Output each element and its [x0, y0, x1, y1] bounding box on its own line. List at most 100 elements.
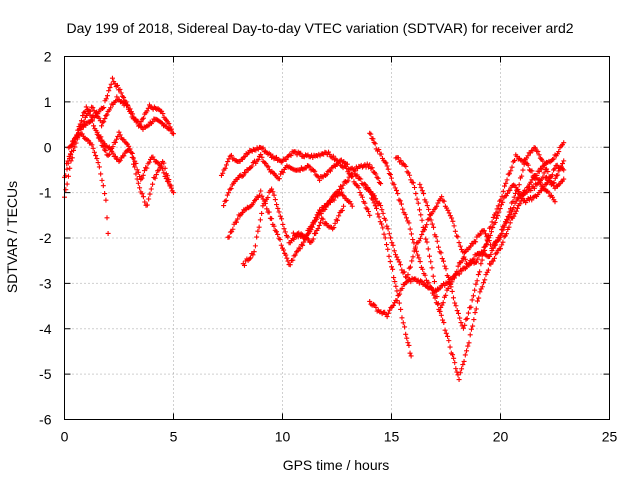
data-point [297, 246, 303, 252]
data-point [117, 132, 123, 138]
data-point [254, 234, 260, 240]
data-point [488, 261, 494, 267]
data-point [441, 198, 447, 204]
data-point [552, 175, 558, 181]
data-point [482, 247, 488, 253]
data-point [541, 170, 547, 176]
data-point [390, 242, 396, 248]
data-point [94, 129, 100, 135]
x-tick-label: 20 [493, 429, 509, 445]
data-point [114, 94, 120, 100]
data-point [451, 355, 457, 361]
data-point [505, 213, 511, 219]
data-point [171, 131, 176, 137]
data-point [283, 157, 289, 163]
data-point [345, 178, 351, 184]
data-point [504, 177, 510, 183]
data-point [499, 231, 505, 237]
data-point [101, 119, 107, 125]
data-point [130, 111, 136, 117]
data-point [431, 279, 437, 285]
data-point [438, 312, 444, 318]
data-point [357, 189, 363, 195]
data-point [464, 316, 470, 322]
data-point [281, 226, 287, 232]
data-point [248, 255, 254, 261]
x-tick-label: 10 [275, 429, 291, 445]
data-point [403, 331, 409, 337]
data-point [384, 163, 390, 169]
data-point [416, 255, 422, 261]
data-point [328, 197, 334, 203]
data-point [443, 266, 449, 272]
data-point [468, 243, 474, 249]
data-point [401, 269, 407, 275]
data-point [112, 153, 118, 159]
data-point [441, 320, 447, 326]
data-point [300, 242, 306, 248]
series-trace-7 [221, 152, 377, 209]
data-point [384, 223, 390, 229]
data-point [431, 224, 437, 230]
data-point [424, 203, 430, 209]
data-point [410, 254, 416, 260]
data-point [284, 255, 290, 261]
data-point [67, 165, 73, 171]
data-point [315, 226, 321, 232]
data-point [121, 94, 127, 100]
series-trace-4 [66, 131, 111, 236]
data-point [341, 193, 347, 199]
data-point [418, 185, 424, 191]
data-point [243, 170, 249, 176]
data-point [340, 182, 346, 188]
data-point [103, 113, 109, 119]
data-point [242, 154, 248, 160]
data-point [431, 292, 437, 298]
data-point [371, 200, 377, 206]
data-point [150, 181, 156, 187]
data-point [520, 167, 526, 173]
data-point [501, 222, 507, 228]
x-tick-labels: 0 5 10 15 20 25 [61, 429, 618, 445]
data-point [387, 172, 393, 178]
data-point [114, 82, 120, 88]
data-point [460, 255, 466, 261]
data-point [455, 263, 461, 269]
data-point [434, 294, 440, 300]
data-point [358, 176, 364, 182]
data-point [166, 177, 172, 183]
data-point [327, 168, 333, 174]
data-point [454, 369, 460, 375]
data-point [495, 213, 501, 219]
data-point [507, 171, 513, 177]
data-point [498, 197, 504, 203]
data-point [441, 258, 447, 264]
data-point [91, 123, 97, 129]
data-point [524, 189, 530, 195]
data-point [421, 191, 427, 197]
data-point [403, 163, 409, 169]
data-point [114, 136, 120, 142]
data-point [140, 115, 146, 121]
data-point [367, 212, 373, 218]
data-point [465, 343, 471, 349]
data-point [275, 231, 281, 237]
data-point [513, 208, 519, 214]
data-point [255, 157, 261, 163]
data-point [89, 118, 95, 124]
data-point [273, 154, 279, 160]
data-point [457, 243, 463, 249]
data-point [365, 209, 371, 215]
data-point [402, 211, 408, 217]
data-point [344, 161, 350, 167]
data-point [435, 301, 441, 307]
data-point [295, 248, 301, 254]
data-point [389, 175, 394, 181]
x-tick-label: 15 [384, 429, 400, 445]
data-point [390, 266, 396, 272]
data-point [103, 96, 109, 102]
x-tick-label: 25 [602, 429, 618, 445]
data-point [400, 320, 406, 326]
data-point [454, 268, 460, 274]
